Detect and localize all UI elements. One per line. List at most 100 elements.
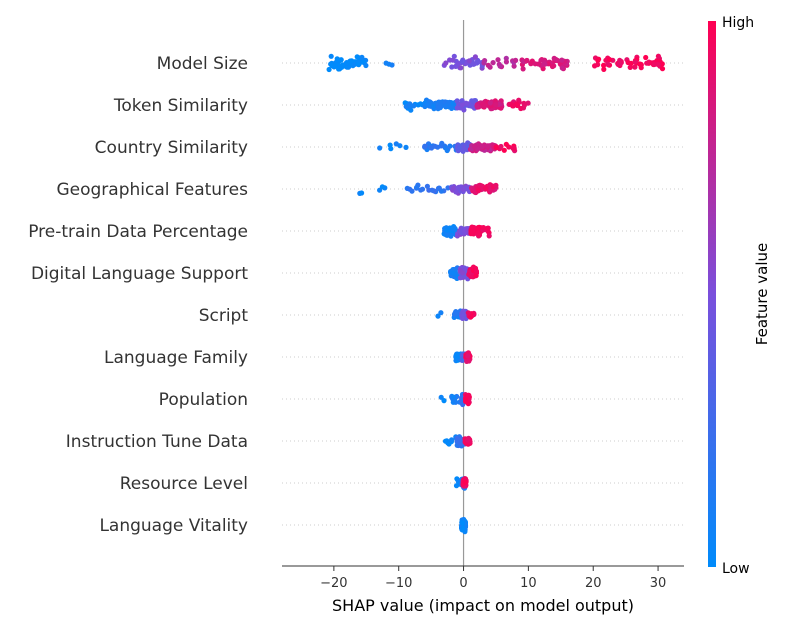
data-point xyxy=(377,145,383,151)
data-point xyxy=(465,353,471,359)
data-point xyxy=(632,64,638,70)
data-point xyxy=(521,100,527,106)
data-point xyxy=(354,54,360,60)
data-point xyxy=(475,187,481,193)
data-point xyxy=(503,141,509,147)
data-point xyxy=(601,62,607,68)
data-point xyxy=(628,60,634,66)
data-point xyxy=(452,398,458,404)
data-point xyxy=(482,103,488,109)
data-point xyxy=(483,185,489,192)
data-point xyxy=(462,479,469,485)
data-point xyxy=(411,103,417,109)
data-point xyxy=(436,104,443,110)
data-point xyxy=(332,63,338,69)
data-point xyxy=(429,187,435,193)
data-point xyxy=(454,352,460,358)
data-point xyxy=(513,57,519,64)
data-point xyxy=(336,66,342,72)
data-point xyxy=(439,140,445,146)
data-point xyxy=(383,60,389,66)
data-point xyxy=(393,141,399,147)
data-point xyxy=(461,311,467,317)
data-point xyxy=(349,58,355,64)
data-point xyxy=(450,57,456,63)
row-gridlines xyxy=(282,62,684,526)
data-point xyxy=(387,142,393,148)
data-point xyxy=(458,65,464,71)
data-point xyxy=(435,185,442,191)
data-point xyxy=(465,310,471,316)
data-point xyxy=(459,58,465,65)
feature-label: Geographical Features xyxy=(56,180,248,200)
x-tick-label: 0 xyxy=(459,576,467,591)
x-tick-label: 30 xyxy=(650,576,667,591)
data-point xyxy=(438,394,444,400)
data-point xyxy=(472,98,478,104)
data-point xyxy=(460,520,466,526)
data-point xyxy=(651,61,657,68)
data-point xyxy=(524,57,530,64)
data-point xyxy=(450,270,456,276)
x-tick-label: 10 xyxy=(520,576,537,591)
data-point xyxy=(474,103,480,109)
x-axis-title: SHAP value (impact on model output) xyxy=(332,596,634,615)
feature-label: Population xyxy=(159,390,248,410)
feature-label: Resource Level xyxy=(120,474,248,494)
data-point xyxy=(659,66,666,72)
data-point xyxy=(470,61,477,67)
feature-label: Instruction Tune Data xyxy=(66,432,248,452)
data-points xyxy=(326,53,666,535)
data-point xyxy=(328,53,334,59)
data-point xyxy=(476,230,482,236)
feature-label: Model Size xyxy=(157,54,248,74)
data-point xyxy=(465,437,471,443)
data-point xyxy=(497,63,503,69)
colorbar-low-label: Low xyxy=(722,561,750,577)
data-point xyxy=(632,59,638,65)
data-point xyxy=(407,186,413,192)
data-point xyxy=(616,61,623,67)
data-point xyxy=(454,105,460,111)
data-point xyxy=(449,437,455,443)
colorbar-high-label: High xyxy=(722,15,754,31)
data-point xyxy=(450,185,456,191)
data-point xyxy=(532,61,538,67)
data-point xyxy=(338,57,344,63)
data-point xyxy=(471,144,477,150)
data-point xyxy=(503,59,509,65)
data-point xyxy=(414,184,420,191)
data-point xyxy=(417,101,424,107)
data-point xyxy=(559,65,565,71)
data-point xyxy=(403,103,409,110)
data-point xyxy=(450,226,456,232)
data-point xyxy=(479,144,485,150)
data-point xyxy=(473,273,479,279)
data-point xyxy=(454,438,460,444)
data-point xyxy=(424,102,430,108)
data-point xyxy=(542,61,548,67)
data-point xyxy=(525,100,531,106)
data-point xyxy=(498,143,504,150)
data-point xyxy=(408,107,414,113)
data-point xyxy=(443,60,449,66)
data-point xyxy=(485,143,491,149)
data-point xyxy=(466,58,472,64)
data-point xyxy=(520,66,526,72)
data-point xyxy=(472,54,478,60)
feature-label: Pre-train Data Percentage xyxy=(28,222,248,242)
data-point xyxy=(559,57,565,63)
data-point xyxy=(549,63,556,70)
x-tick-label: −10 xyxy=(385,576,412,591)
data-point xyxy=(490,60,496,66)
data-point xyxy=(445,227,451,233)
data-point xyxy=(424,183,430,189)
data-point xyxy=(446,441,452,447)
data-point xyxy=(605,61,611,67)
data-point xyxy=(438,310,444,316)
data-point xyxy=(435,313,441,319)
data-point xyxy=(463,398,469,404)
data-point xyxy=(356,61,362,67)
data-point xyxy=(511,145,517,151)
